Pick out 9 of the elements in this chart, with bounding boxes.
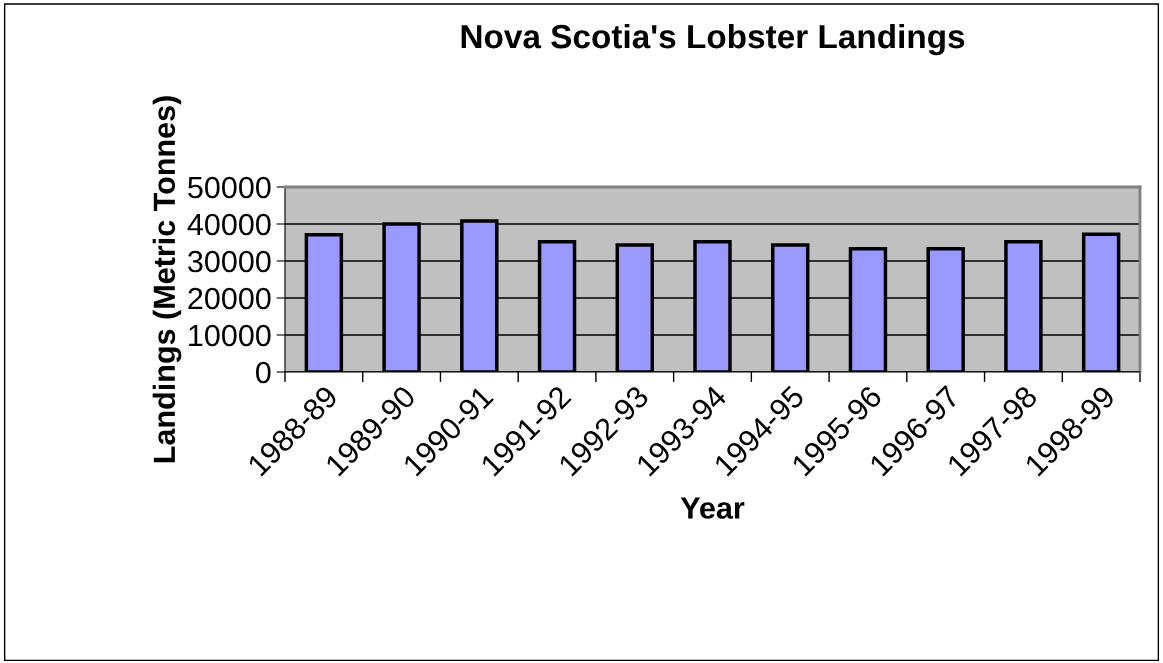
y-tick-label: 50000 bbox=[188, 176, 271, 199]
y-tick-label: 30000 bbox=[188, 250, 271, 273]
x-axis-title: Year bbox=[680, 497, 745, 519]
chart-title: Nova Scotia's Lobster Landings bbox=[461, 23, 965, 56]
y-axis-title: Landings (Metric Tonnes) bbox=[152, 96, 182, 463]
y-tick-label: 40000 bbox=[187, 213, 271, 236]
y-tick-label: 20000 bbox=[188, 287, 271, 310]
y-tick-label: 10000 bbox=[189, 324, 271, 347]
y-tick-label: 0 bbox=[256, 361, 271, 384]
